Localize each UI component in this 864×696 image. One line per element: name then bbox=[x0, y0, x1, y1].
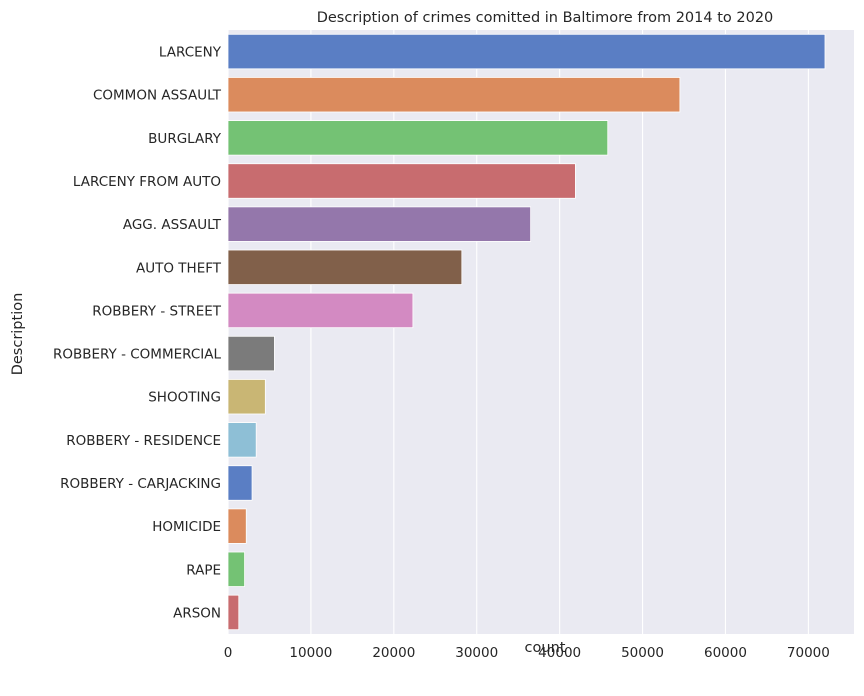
bars bbox=[227, 33, 826, 631]
y-tick-label: SHOOTING bbox=[148, 390, 221, 406]
x-tick-label: 50000 bbox=[621, 645, 664, 661]
y-tick-label: BURGLARY bbox=[148, 131, 222, 147]
y-tick-label: ARSON bbox=[173, 605, 221, 621]
bar-robbery-carjacking bbox=[227, 465, 253, 501]
y-tick-label: RAPE bbox=[186, 562, 221, 578]
x-tick-labels: 0 10000 20000 30000 40000 50000 60000 70000 bbox=[224, 645, 830, 661]
bar-larceny bbox=[227, 33, 826, 70]
y-tick-label: ROBBERY - STREET bbox=[92, 303, 222, 319]
bar-auto-theft bbox=[227, 249, 463, 285]
bar-burglary bbox=[227, 120, 609, 156]
bar-robbery-commercial bbox=[227, 335, 275, 372]
y-tick-label: LARCENY bbox=[159, 45, 222, 61]
x-tick-label: 60000 bbox=[704, 645, 747, 661]
bar-homicide bbox=[227, 508, 247, 544]
y-tick-label: LARCENY FROM AUTO bbox=[73, 174, 221, 190]
bar-arson bbox=[227, 594, 240, 631]
x-tick-label: 10000 bbox=[289, 645, 332, 661]
bar-rape bbox=[227, 551, 245, 587]
y-tick-label: HOMICIDE bbox=[152, 519, 221, 535]
y-tick-label: AUTO THEFT bbox=[136, 260, 222, 276]
y-tick-label: COMMON ASSAULT bbox=[93, 88, 222, 104]
x-tick-label: 40000 bbox=[538, 645, 581, 661]
y-tick-label: AGG. ASSAULT bbox=[123, 217, 222, 233]
bar-agg-assault bbox=[227, 206, 532, 242]
x-tick-label: 20000 bbox=[372, 645, 415, 661]
chart-title: Description of crimes comitted in Baltim… bbox=[317, 10, 774, 26]
bar-robbery-street bbox=[227, 292, 414, 329]
y-tick-label: ROBBERY - COMMERCIAL bbox=[53, 347, 222, 363]
bar-shooting bbox=[227, 379, 266, 415]
bar-common-assault bbox=[227, 77, 681, 113]
bar-larceny-from-auto bbox=[227, 163, 576, 199]
y-tick-label: ROBBERY - CARJACKING bbox=[60, 476, 221, 492]
x-tick-label: 70000 bbox=[787, 645, 830, 661]
x-tick-label: 0 bbox=[224, 645, 233, 661]
x-axis-label: count bbox=[525, 640, 566, 656]
x-tick-label: 30000 bbox=[455, 645, 498, 661]
y-tick-label: ROBBERY - RESIDENCE bbox=[66, 433, 221, 449]
y-tick-labels: LARCENY COMMON ASSAULT BURGLARY LARCENY FRO… bbox=[53, 45, 222, 622]
bar-robbery-residence bbox=[227, 422, 257, 458]
y-axis-label: Description bbox=[10, 293, 26, 376]
